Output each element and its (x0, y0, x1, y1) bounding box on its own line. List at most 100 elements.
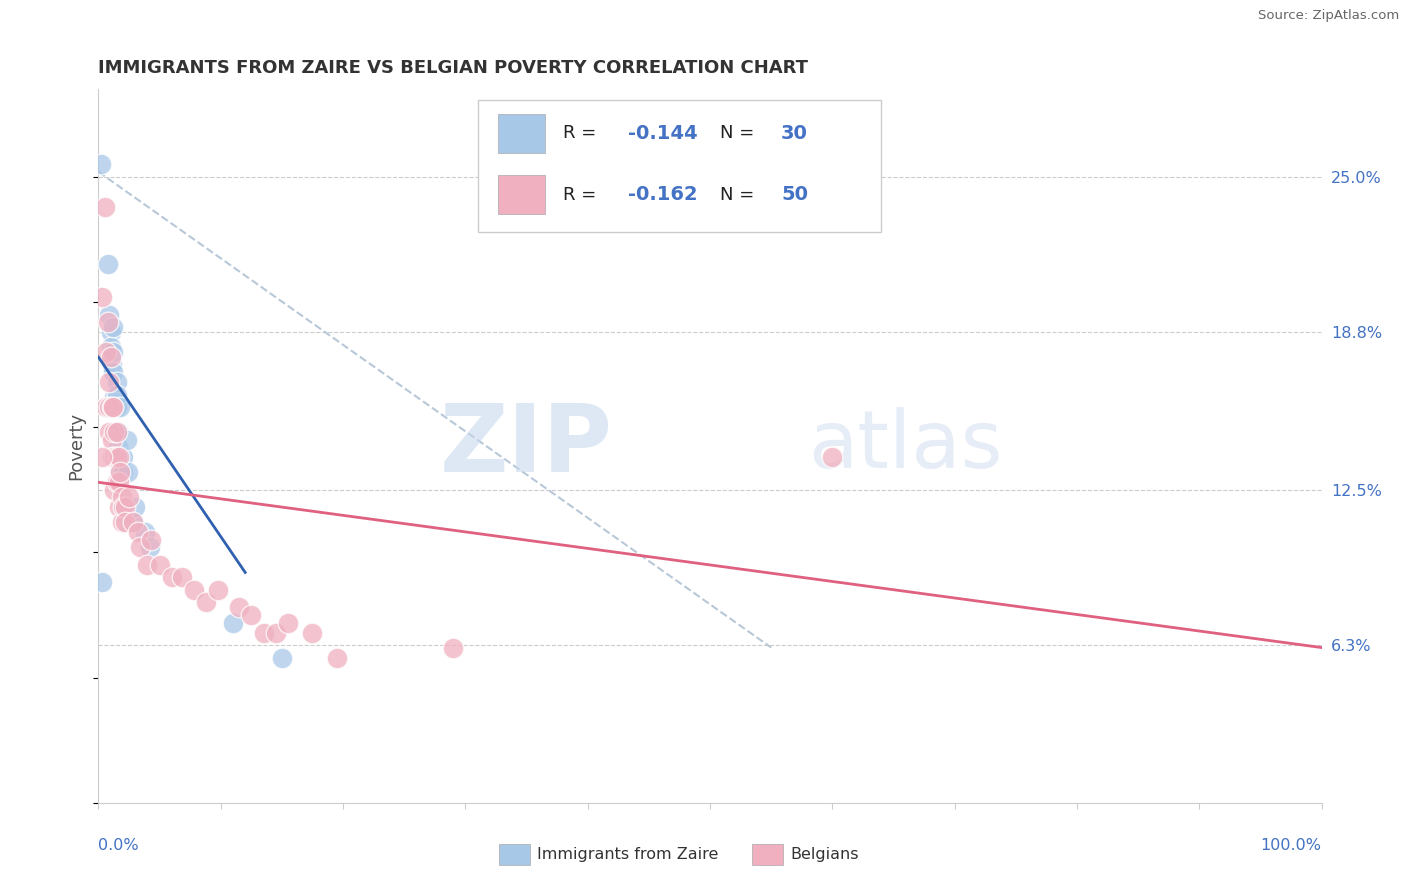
Text: Source: ZipAtlas.com: Source: ZipAtlas.com (1258, 9, 1399, 22)
Point (101, 450, 124, 465)
Point (105, 425, 128, 440)
Point (108, 450, 131, 465)
Point (110, 465, 132, 479)
Point (107, 440, 129, 454)
Point (111, 500, 134, 515)
Text: 50: 50 (780, 186, 808, 204)
Point (101, 400, 124, 414)
Point (107, 425, 129, 440)
Point (139, 541, 162, 555)
Text: Belgians: Belgians (790, 847, 859, 862)
Point (114, 516, 136, 530)
Point (94, 345, 117, 359)
Point (103, 450, 125, 465)
Point (90, 157, 112, 171)
Point (101, 400, 124, 414)
Point (98, 400, 121, 414)
Point (149, 558, 172, 572)
Text: 30: 30 (780, 124, 808, 143)
Point (103, 390, 125, 404)
Point (91, 575, 114, 590)
Point (118, 491, 141, 505)
Point (94, 400, 117, 414)
Text: Immigrants from Zaire: Immigrants from Zaire (537, 847, 718, 862)
Point (100, 340, 122, 354)
Point (100, 350, 122, 364)
Point (124, 500, 146, 515)
Point (98, 308, 121, 322)
Point (134, 525, 156, 540)
Text: N =: N = (720, 125, 759, 143)
Point (170, 570, 193, 584)
Point (110, 400, 132, 414)
Point (101, 365, 124, 379)
Text: R =: R = (564, 186, 602, 203)
Point (100, 325, 122, 339)
Point (97, 315, 120, 329)
Point (127, 525, 149, 540)
Text: atlas: atlas (808, 407, 1002, 485)
Point (111, 491, 134, 505)
Text: N =: N = (720, 186, 759, 203)
Point (270, 650, 294, 665)
Point (101, 320, 124, 334)
Point (326, 650, 349, 665)
Point (115, 433, 138, 447)
Text: 0.0%: 0.0% (98, 838, 139, 854)
Point (105, 450, 128, 465)
Point (277, 615, 299, 630)
Point (110, 450, 132, 465)
Point (105, 375, 128, 389)
Point (97, 257, 120, 271)
Point (105, 400, 128, 414)
Point (101, 345, 124, 359)
Text: ZIP: ZIP (439, 400, 612, 492)
Point (228, 600, 250, 615)
Point (183, 582, 205, 597)
Point (111, 450, 134, 465)
Point (111, 516, 134, 530)
FancyBboxPatch shape (498, 114, 546, 153)
Point (129, 541, 152, 555)
Point (108, 500, 131, 515)
Point (103, 425, 125, 440)
Point (93, 200, 115, 214)
Text: -0.144: -0.144 (628, 124, 697, 143)
Point (101, 433, 124, 447)
Point (195, 595, 218, 609)
Point (105, 387, 128, 401)
FancyBboxPatch shape (498, 175, 546, 214)
Point (103, 483, 125, 497)
Point (301, 625, 323, 640)
Point (101, 358, 124, 372)
Point (105, 475, 128, 490)
Point (111, 465, 134, 479)
Point (117, 465, 139, 479)
Point (91, 290, 114, 304)
Point (441, 640, 464, 655)
Text: -0.162: -0.162 (628, 186, 697, 204)
Text: 100.0%: 100.0% (1261, 838, 1322, 854)
Point (264, 625, 287, 640)
Point (98, 375, 121, 389)
Y-axis label: Poverty: Poverty (67, 412, 86, 480)
Point (139, 533, 162, 547)
Point (160, 570, 183, 584)
Point (240, 607, 263, 622)
Point (108, 475, 131, 490)
Text: IMMIGRANTS FROM ZAIRE VS BELGIAN POVERTY CORRELATION CHART: IMMIGRANTS FROM ZAIRE VS BELGIAN POVERTY… (98, 59, 808, 77)
Text: R =: R = (564, 125, 602, 143)
Point (252, 625, 274, 640)
Point (207, 582, 229, 597)
Point (114, 500, 136, 515)
FancyBboxPatch shape (478, 100, 882, 232)
Point (91, 450, 114, 465)
Point (104, 425, 127, 440)
Point (821, 450, 844, 465)
Point (98, 425, 121, 440)
Point (121, 516, 143, 530)
Point (222, 615, 245, 630)
Point (121, 516, 143, 530)
Point (110, 465, 132, 479)
Point (136, 558, 159, 572)
